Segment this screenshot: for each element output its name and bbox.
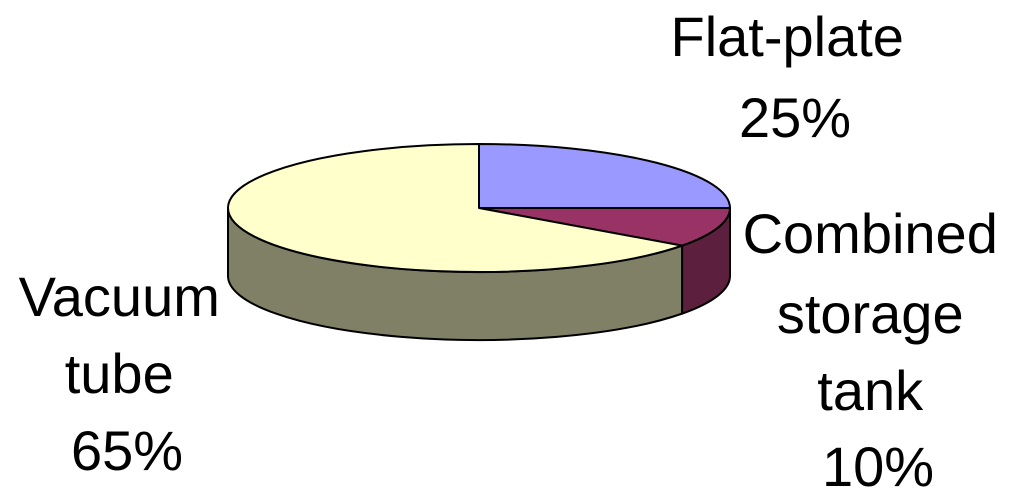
slice-label-line: tank <box>817 359 924 422</box>
slice-label-line: Combined <box>743 202 998 265</box>
slice-label-vacuum-tube: Vacuum tube 65% <box>19 265 236 482</box>
pie-sides <box>227 207 731 342</box>
slice-label-combined-storage-tank: Combined storage tank 10% <box>743 202 1014 491</box>
slice-label-flat-plate: Flat-plate 25% <box>671 5 920 149</box>
pie-slice-combined <box>478 207 731 247</box>
slice-label-line: 25% <box>739 86 851 149</box>
slice-label-line: 65% <box>71 419 183 482</box>
slice-label-line: 10% <box>822 435 934 491</box>
slice-label-line: tube <box>65 342 174 405</box>
slice-label-line: storage <box>777 282 964 345</box>
slice-label-line: Vacuum <box>19 265 220 328</box>
slice-label-line: Flat-plate <box>671 5 904 68</box>
pie-slice-flat-plate <box>478 143 731 209</box>
pie-slice-vacuum <box>227 143 684 273</box>
pie-tops <box>227 143 731 273</box>
